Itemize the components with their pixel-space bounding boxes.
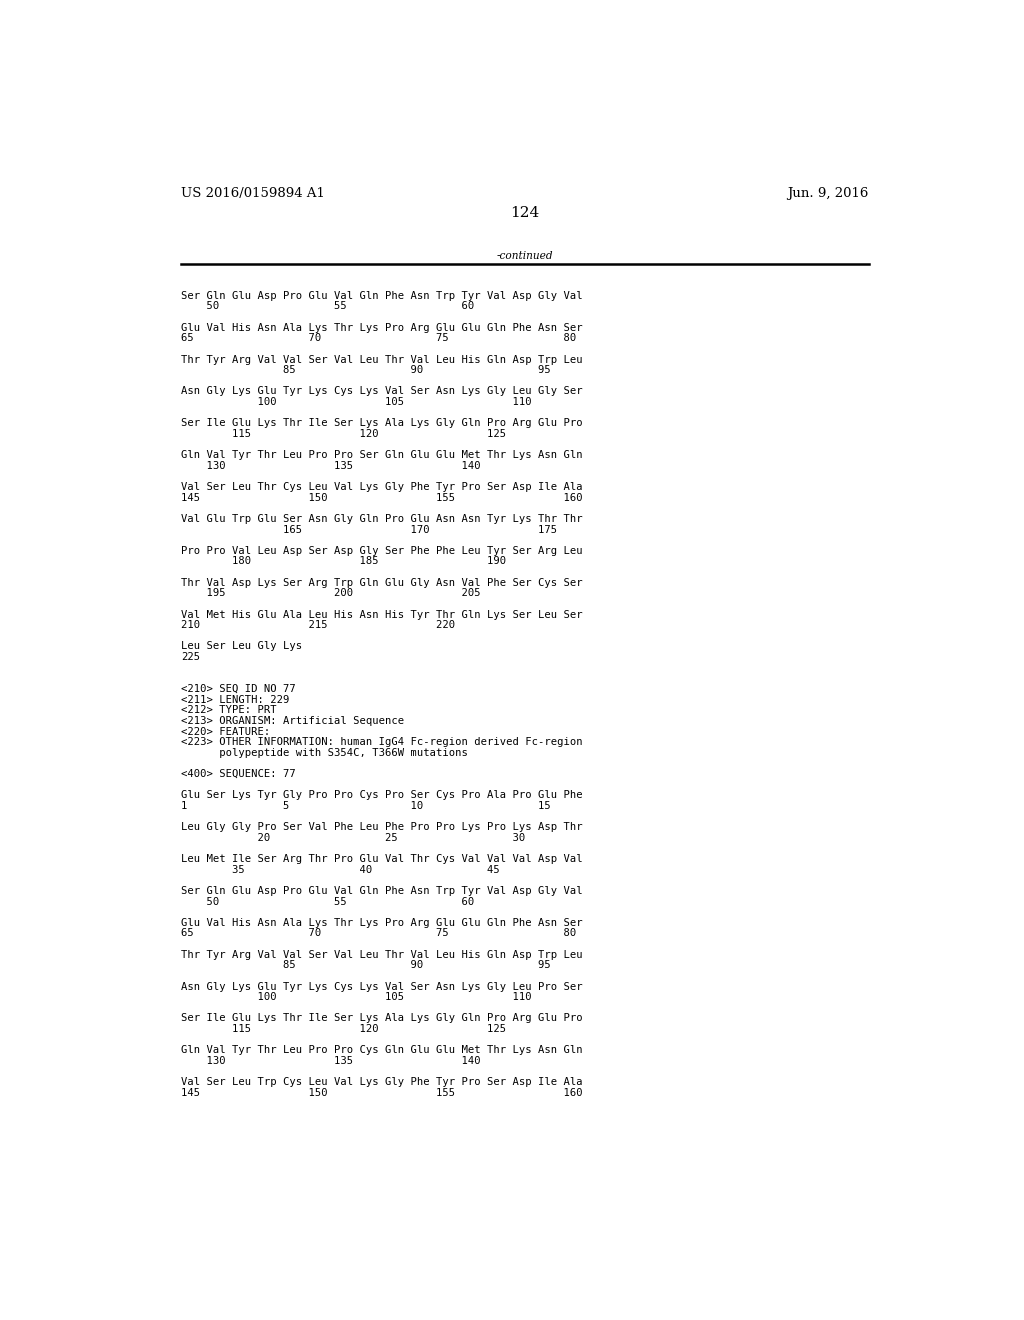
Text: Leu Met Ile Ser Arg Thr Pro Glu Val Thr Cys Val Val Val Asp Val: Leu Met Ile Ser Arg Thr Pro Glu Val Thr … bbox=[180, 854, 583, 865]
Text: 50                  55                  60: 50 55 60 bbox=[180, 301, 474, 312]
Text: Pro Pro Val Leu Asp Ser Asp Gly Ser Phe Phe Leu Tyr Ser Arg Leu: Pro Pro Val Leu Asp Ser Asp Gly Ser Phe … bbox=[180, 546, 583, 556]
Text: Thr Val Asp Lys Ser Arg Trp Gln Glu Gly Asn Val Phe Ser Cys Ser: Thr Val Asp Lys Ser Arg Trp Gln Glu Gly … bbox=[180, 578, 583, 587]
Text: Glu Val His Asn Ala Lys Thr Lys Pro Arg Glu Glu Gln Phe Asn Ser: Glu Val His Asn Ala Lys Thr Lys Pro Arg … bbox=[180, 322, 583, 333]
Text: Thr Tyr Arg Val Val Ser Val Leu Thr Val Leu His Gln Asp Trp Leu: Thr Tyr Arg Val Val Ser Val Leu Thr Val … bbox=[180, 355, 583, 364]
Text: 1               5                   10                  15: 1 5 10 15 bbox=[180, 801, 551, 810]
Text: Val Ser Leu Thr Cys Leu Val Lys Gly Phe Tyr Pro Ser Asp Ile Ala: Val Ser Leu Thr Cys Leu Val Lys Gly Phe … bbox=[180, 482, 583, 492]
Text: Jun. 9, 2016: Jun. 9, 2016 bbox=[787, 187, 869, 199]
Text: 145                 150                 155                 160: 145 150 155 160 bbox=[180, 492, 583, 503]
Text: polypeptide with S354C, T366W mutations: polypeptide with S354C, T366W mutations bbox=[180, 747, 468, 758]
Text: Glu Val His Asn Ala Lys Thr Lys Pro Arg Glu Glu Gln Phe Asn Ser: Glu Val His Asn Ala Lys Thr Lys Pro Arg … bbox=[180, 917, 583, 928]
Text: 115                 120                 125: 115 120 125 bbox=[180, 429, 506, 440]
Text: Gln Val Tyr Thr Leu Pro Pro Cys Gln Glu Glu Met Thr Lys Asn Gln: Gln Val Tyr Thr Leu Pro Pro Cys Gln Glu … bbox=[180, 1045, 583, 1055]
Text: 124: 124 bbox=[510, 206, 540, 220]
Text: Ser Gln Glu Asp Pro Glu Val Gln Phe Asn Trp Tyr Val Asp Gly Val: Ser Gln Glu Asp Pro Glu Val Gln Phe Asn … bbox=[180, 290, 583, 301]
Text: 50                  55                  60: 50 55 60 bbox=[180, 896, 474, 907]
Text: Val Ser Leu Trp Cys Leu Val Lys Gly Phe Tyr Pro Ser Asp Ile Ala: Val Ser Leu Trp Cys Leu Val Lys Gly Phe … bbox=[180, 1077, 583, 1088]
Text: 100                 105                 110: 100 105 110 bbox=[180, 397, 531, 407]
Text: -continued: -continued bbox=[497, 251, 553, 261]
Text: 65                  70                  75                  80: 65 70 75 80 bbox=[180, 334, 575, 343]
Text: 115                 120                 125: 115 120 125 bbox=[180, 1024, 506, 1034]
Text: Val Met His Glu Ala Leu His Asn His Tyr Thr Gln Lys Ser Leu Ser: Val Met His Glu Ala Leu His Asn His Tyr … bbox=[180, 610, 583, 619]
Text: <223> OTHER INFORMATION: human IgG4 Fc-region derived Fc-region: <223> OTHER INFORMATION: human IgG4 Fc-r… bbox=[180, 737, 583, 747]
Text: <210> SEQ ID NO 77: <210> SEQ ID NO 77 bbox=[180, 684, 296, 694]
Text: Val Glu Trp Glu Ser Asn Gly Gln Pro Glu Asn Asn Tyr Lys Thr Thr: Val Glu Trp Glu Ser Asn Gly Gln Pro Glu … bbox=[180, 513, 583, 524]
Text: <220> FEATURE:: <220> FEATURE: bbox=[180, 726, 270, 737]
Text: 195                 200                 205: 195 200 205 bbox=[180, 589, 480, 598]
Text: <211> LENGTH: 229: <211> LENGTH: 229 bbox=[180, 694, 289, 705]
Text: 130                 135                 140: 130 135 140 bbox=[180, 461, 480, 471]
Text: 210                 215                 220: 210 215 220 bbox=[180, 620, 455, 630]
Text: 35                  40                  45: 35 40 45 bbox=[180, 865, 500, 875]
Text: 165                 170                 175: 165 170 175 bbox=[180, 524, 557, 535]
Text: Ser Ile Glu Lys Thr Ile Ser Lys Ala Lys Gly Gln Pro Arg Glu Pro: Ser Ile Glu Lys Thr Ile Ser Lys Ala Lys … bbox=[180, 1014, 583, 1023]
Text: 20                  25                  30: 20 25 30 bbox=[180, 833, 525, 842]
Text: Ser Ile Glu Lys Thr Ile Ser Lys Ala Lys Gly Gln Pro Arg Glu Pro: Ser Ile Glu Lys Thr Ile Ser Lys Ala Lys … bbox=[180, 418, 583, 429]
Text: Gln Val Tyr Thr Leu Pro Pro Ser Gln Glu Glu Met Thr Lys Asn Gln: Gln Val Tyr Thr Leu Pro Pro Ser Gln Glu … bbox=[180, 450, 583, 461]
Text: 130                 135                 140: 130 135 140 bbox=[180, 1056, 480, 1067]
Text: 85                  90                  95: 85 90 95 bbox=[180, 366, 551, 375]
Text: Ser Gln Glu Asp Pro Glu Val Gln Phe Asn Trp Tyr Val Asp Gly Val: Ser Gln Glu Asp Pro Glu Val Gln Phe Asn … bbox=[180, 886, 583, 896]
Text: Asn Gly Lys Glu Tyr Lys Cys Lys Val Ser Asn Lys Gly Leu Pro Ser: Asn Gly Lys Glu Tyr Lys Cys Lys Val Ser … bbox=[180, 982, 583, 991]
Text: 85                  90                  95: 85 90 95 bbox=[180, 960, 551, 970]
Text: 65                  70                  75                  80: 65 70 75 80 bbox=[180, 928, 575, 939]
Text: <400> SEQUENCE: 77: <400> SEQUENCE: 77 bbox=[180, 770, 296, 779]
Text: 145                 150                 155                 160: 145 150 155 160 bbox=[180, 1088, 583, 1098]
Text: US 2016/0159894 A1: US 2016/0159894 A1 bbox=[180, 187, 325, 199]
Text: 225: 225 bbox=[180, 652, 200, 663]
Text: 180                 185                 190: 180 185 190 bbox=[180, 557, 506, 566]
Text: Asn Gly Lys Glu Tyr Lys Cys Lys Val Ser Asn Lys Gly Leu Gly Ser: Asn Gly Lys Glu Tyr Lys Cys Lys Val Ser … bbox=[180, 387, 583, 396]
Text: <212> TYPE: PRT: <212> TYPE: PRT bbox=[180, 705, 276, 715]
Text: Glu Ser Lys Tyr Gly Pro Pro Cys Pro Ser Cys Pro Ala Pro Glu Phe: Glu Ser Lys Tyr Gly Pro Pro Cys Pro Ser … bbox=[180, 791, 583, 800]
Text: Leu Ser Leu Gly Lys: Leu Ser Leu Gly Lys bbox=[180, 642, 302, 652]
Text: Thr Tyr Arg Val Val Ser Val Leu Thr Val Leu His Gln Asp Trp Leu: Thr Tyr Arg Val Val Ser Val Leu Thr Val … bbox=[180, 949, 583, 960]
Text: Leu Gly Gly Pro Ser Val Phe Leu Phe Pro Pro Lys Pro Lys Asp Thr: Leu Gly Gly Pro Ser Val Phe Leu Phe Pro … bbox=[180, 822, 583, 832]
Text: <213> ORGANISM: Artificial Sequence: <213> ORGANISM: Artificial Sequence bbox=[180, 715, 403, 726]
Text: 100                 105                 110: 100 105 110 bbox=[180, 993, 531, 1002]
